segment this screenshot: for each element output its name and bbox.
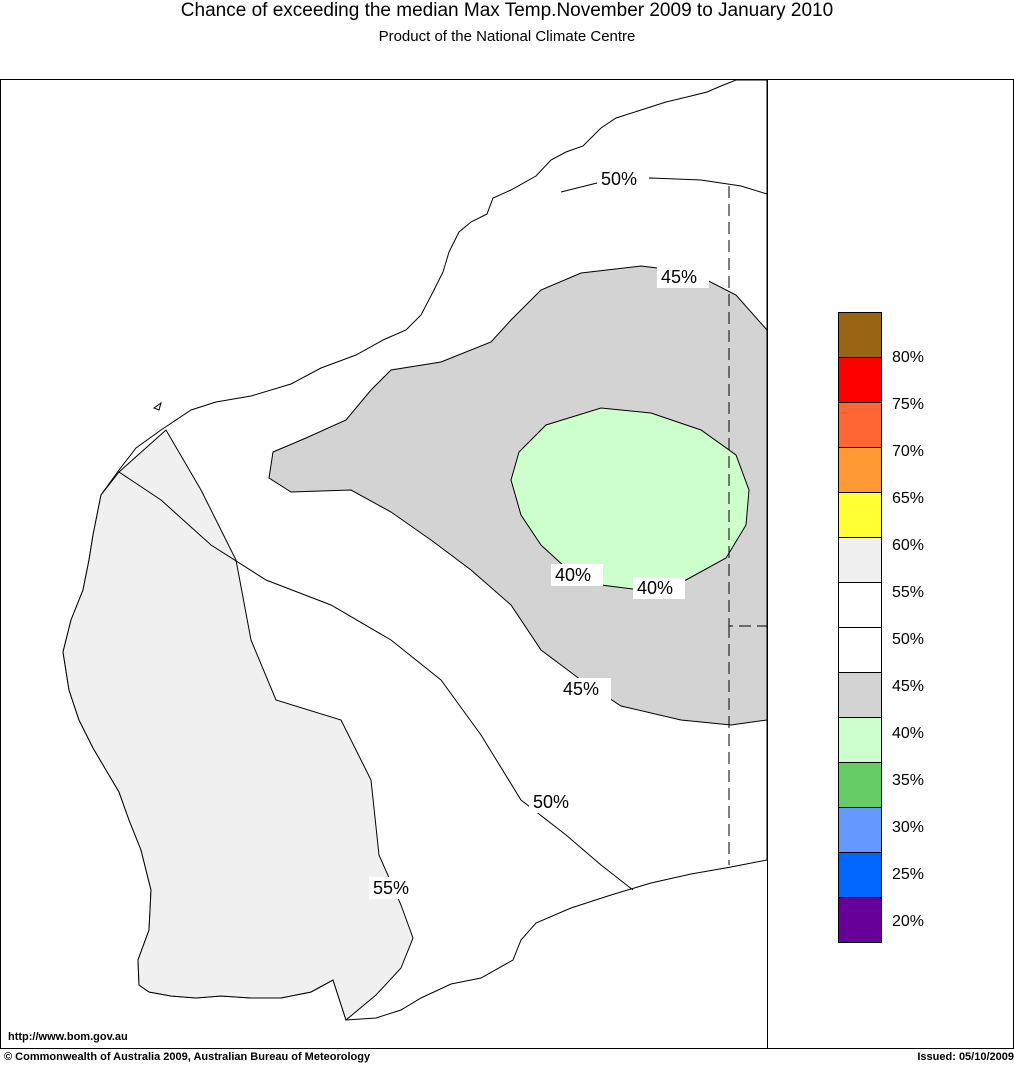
svg-text:45%: 45% xyxy=(661,267,697,287)
legend-label: 70% xyxy=(892,443,925,460)
legend-swatch xyxy=(838,627,882,673)
svg-text:40%: 40% xyxy=(637,578,673,598)
contour-label-45-south: 45% xyxy=(559,678,611,700)
svg-text:40%: 40% xyxy=(555,565,591,585)
legend-swatch xyxy=(838,672,882,718)
svg-text:45%: 45% xyxy=(563,679,599,699)
wa-probability-map: 50% 45% 40% 40% 45% 50% 55% xyxy=(62,80,768,1021)
contour-label-40-right: 40% xyxy=(633,577,685,599)
contour-label-50-south: 50% xyxy=(529,791,581,813)
legend-swatch xyxy=(838,762,882,808)
legend-swatch xyxy=(838,852,882,898)
contour-label-55: 55% xyxy=(369,877,421,899)
copyright-notice: © Commonwealth of Australia 2009, Austra… xyxy=(4,1051,371,1063)
svg-text:50%: 50% xyxy=(601,169,637,189)
legend-swatch xyxy=(838,582,882,628)
legend-label: 35% xyxy=(892,772,925,789)
legend-swatch xyxy=(838,402,882,448)
legend-swatch xyxy=(838,312,882,358)
legend-divider xyxy=(767,80,768,1048)
zone-55-60 xyxy=(62,429,414,1021)
map-subtitle: Product of the National Climate Centre xyxy=(378,28,636,45)
legend-label: 55% xyxy=(892,584,925,601)
legend-label: 40% xyxy=(892,725,925,742)
legend-colorbar xyxy=(838,312,882,943)
legend-label: 60% xyxy=(892,537,925,554)
legend-swatch xyxy=(838,492,882,538)
legend-swatch xyxy=(838,447,882,493)
legend-label: 45% xyxy=(892,678,925,695)
legend-swatch xyxy=(838,537,882,583)
contour-label-45-north: 45% xyxy=(657,266,709,288)
island xyxy=(152,401,162,411)
issued-date: Issued: 05/10/2009 xyxy=(917,1051,1014,1063)
source-url[interactable]: http://www.bom.gov.au xyxy=(8,1031,128,1043)
legend-label: 75% xyxy=(892,396,925,413)
svg-text:55%: 55% xyxy=(373,878,409,898)
contour-50-north xyxy=(560,177,768,195)
state-boundary xyxy=(728,186,767,865)
legend-swatch xyxy=(838,897,882,943)
map-title: Chance of exceeding the median Max Temp.… xyxy=(180,0,834,21)
legend-swatch xyxy=(838,717,882,763)
contour-50-central xyxy=(118,471,634,891)
legend-label: 65% xyxy=(892,490,925,507)
contour-label-50-north: 50% xyxy=(597,168,649,190)
legend-swatch xyxy=(838,807,882,853)
legend-label: 30% xyxy=(892,819,925,836)
map-frame: 50% 45% 40% 40% 45% 50% 55% xyxy=(0,79,1014,1049)
legend-label: 50% xyxy=(892,631,925,648)
legend-label: 80% xyxy=(892,349,925,366)
legend-swatch xyxy=(838,357,882,403)
svg-text:50%: 50% xyxy=(533,792,569,812)
legend-label: 20% xyxy=(892,913,925,930)
contour-label-40-left: 40% xyxy=(551,564,603,586)
legend-label: 25% xyxy=(892,866,925,883)
